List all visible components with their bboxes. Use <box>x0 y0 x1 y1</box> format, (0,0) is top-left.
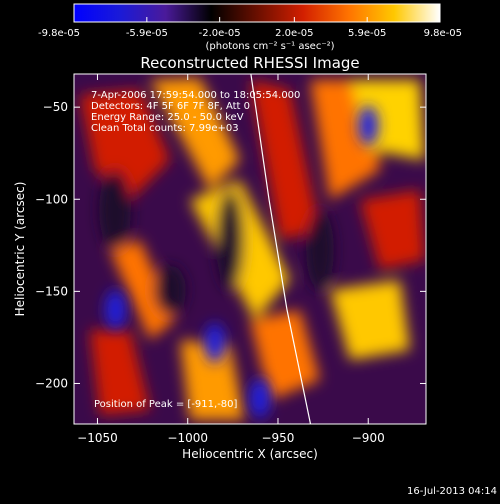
streak <box>90 330 150 415</box>
x-axis: −1050 −1000 −950 −900 <box>77 74 385 445</box>
streak <box>330 280 410 360</box>
streak <box>180 340 245 420</box>
annotation-clean: Clean Total counts: 7.99e+03 <box>91 123 239 134</box>
streak <box>250 80 320 240</box>
image-content: 7-Apr-2006 17:59:54.000 to 18:05:54.000 … <box>80 74 425 424</box>
blue-spot <box>249 378 270 419</box>
y-axis: −50 −100 −150 −200 <box>35 100 426 390</box>
y-tick-label: −150 <box>35 284 68 298</box>
blue-spot <box>358 105 379 146</box>
y-tick-label: −50 <box>43 100 68 114</box>
streak <box>360 190 425 270</box>
colorbar-tick-label: 9.8e-05 <box>424 28 462 39</box>
colorbar-tick-label: 2.0e-05 <box>275 28 313 39</box>
trough <box>216 190 244 290</box>
y-tick-label: −100 <box>35 192 68 206</box>
colorbar: -9.8e-05 -5.9e-05 -2.0e-05 2.0e-05 5.9e-05 9.… <box>38 3 462 52</box>
trough <box>306 210 334 290</box>
y-tick-label: −200 <box>35 376 68 390</box>
colorbar-ticks: -9.8e-05 -5.9e-05 -2.0e-05 2.0e-05 5.9e-05 9.… <box>38 17 462 39</box>
colorbar-bar <box>73 3 441 23</box>
annotation-time: 7-Apr-2006 17:59:54.000 to 18:05:54.000 <box>91 90 300 101</box>
chart-title: Reconstructed RHESSI Image <box>140 54 359 72</box>
x-tick-label: −900 <box>352 431 385 445</box>
solar-limb <box>250 74 312 424</box>
blue-spot <box>204 322 225 363</box>
streak <box>150 78 240 190</box>
colorbar-tick-label: 5.9e-05 <box>348 28 386 39</box>
colorbar-units: (photons cm⁻² s⁻¹ asec⁻²) <box>205 41 334 52</box>
colorbar-tick-label: -5.9e-05 <box>126 28 168 39</box>
x-tick-label: −1050 <box>77 431 118 445</box>
plot-area: 7-Apr-2006 17:59:54.000 to 18:05:54.000 … <box>35 73 427 445</box>
x-tick-label: −950 <box>261 431 294 445</box>
blue-spots <box>105 105 379 419</box>
trough <box>99 170 131 250</box>
blue-spot <box>105 289 126 330</box>
x-tick-label: −1000 <box>167 431 208 445</box>
annotation-detectors: Detectors: 4F 5F 6F 7F 8F, Att 0 <box>91 101 250 112</box>
plot-frame <box>73 73 427 425</box>
annotation-energy: Energy Range: 25.0 - 50.0 keV <box>91 112 244 123</box>
colorbar-tick-label: -2.0e-05 <box>199 28 241 39</box>
y-axis-label: Heliocentric Y (arcsec) <box>13 182 27 317</box>
streak <box>110 240 175 340</box>
colorbar-tick-label: -9.8e-05 <box>38 28 80 39</box>
footer-timestamp: 16-Jul-2013 04:14 <box>407 486 497 497</box>
x-axis-label: Heliocentric X (arcsec) <box>182 447 318 461</box>
trough <box>154 265 186 315</box>
streak <box>80 90 170 200</box>
streak <box>250 310 320 400</box>
peak-position-label: Position of Peak = [-911,-80] <box>94 399 238 410</box>
